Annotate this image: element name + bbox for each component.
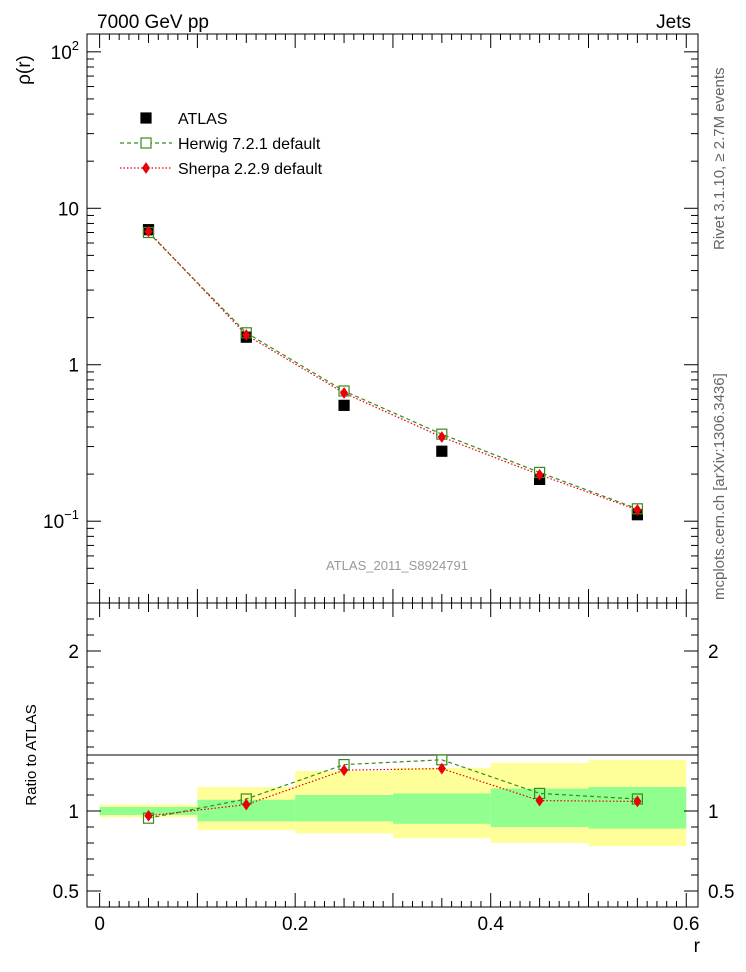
stat-uncertainty-band: [392, 793, 491, 824]
main-panel: 10−1 1 10 102 ρ(r) ATLAS_2011_S8924791 ATLA…: [14, 33, 699, 604]
atlas-point: [338, 399, 350, 411]
legend-marker-herwig: [140, 137, 152, 149]
legend-entry-herwig: Herwig 7.2.1 default: [120, 136, 321, 153]
ratio-panel: 0.5 0.5 1 1 2 2 0 0.2 0.4 0.6 Ratio to ATLAS r: [23, 602, 734, 957]
main-y-axis-label: ρ(r): [14, 55, 35, 85]
stat-uncertainty-band: [197, 799, 296, 822]
atlas-point: [436, 445, 448, 457]
x-axis-label: r: [694, 936, 701, 957]
stat-uncertainty-band: [295, 795, 393, 822]
sherpa-ratio-point: [633, 795, 642, 808]
series-line-sherpa: [148, 231, 638, 511]
series-line-herwig: [148, 759, 638, 819]
legend-entry-sherpa: Sherpa 2.2.9 default: [120, 161, 323, 178]
rivet-label: Rivet 3.1.10, ≥ 2.7M events: [711, 68, 728, 251]
x-tick-label: 0.6: [673, 914, 699, 935]
main-y-tick-label: 10−1: [43, 507, 79, 533]
x-tick-label: 0.2: [282, 914, 308, 935]
ratio-y-tick-label-right: 1: [708, 802, 719, 823]
legend: ATLAS Herwig 7.2.1 default Sherpa 2.2.9 de…: [120, 111, 323, 178]
ratio-y-tick-label: 1: [68, 802, 79, 823]
sherpa-point: [535, 468, 544, 481]
legend-label: Sherpa 2.2.9 default: [178, 161, 323, 178]
x-tick-label: 0.4: [478, 914, 505, 935]
sherpa-point: [144, 225, 153, 238]
ratio-y-tick-label-right: 0.5: [708, 882, 734, 903]
collision-label: 7000 GeV pp: [97, 12, 209, 33]
main-y-tick-label: 1: [68, 356, 79, 377]
ratio-marks: [142, 754, 643, 824]
sherpa-ratio-point: [437, 762, 446, 775]
sherpa-ratio-point: [535, 794, 544, 807]
sherpa-ratio-point: [339, 764, 349, 777]
analysis-id-label: ATLAS_2011_S8924791: [326, 558, 468, 573]
ratio-y-tick-label: 0.5: [53, 882, 79, 903]
sherpa-point: [633, 504, 642, 516]
legend-marker-sherpa: [141, 162, 151, 174]
stat-uncertainty-band: [490, 788, 589, 827]
sherpa-ratio-point: [242, 798, 251, 811]
ratio-bands: [99, 759, 687, 847]
ratio-y-axis-label: Ratio to ATLAS: [23, 704, 40, 805]
legend-label: Herwig 7.2.1 default: [178, 136, 321, 153]
main-axes: 10−1 1 10 102: [43, 34, 698, 604]
mcplots-label: mcplots.cern.ch [arXiv:1306.3436]: [711, 373, 728, 600]
stat-uncertainty-band: [588, 787, 687, 829]
sherpa-point: [339, 387, 349, 399]
ratio-y-tick-label-right: 2: [708, 642, 719, 663]
sherpa-point: [242, 329, 251, 341]
legend-entry-atlas: ATLAS: [140, 111, 228, 128]
process-label: Jets: [656, 12, 691, 33]
legend-label: ATLAS: [178, 111, 228, 128]
sherpa-point: [437, 431, 446, 443]
main-y-tick-label: 102: [51, 38, 79, 64]
main-marks: [142, 224, 643, 521]
legend-marker-atlas: [140, 112, 152, 124]
ratio-axes: 0.5 0.5 1 1 2 2 0 0.2 0.4 0.6: [53, 602, 734, 935]
main-y-tick-label: 10: [58, 199, 79, 220]
x-tick-label: 0: [94, 914, 105, 935]
series-line-herwig: [148, 232, 638, 510]
sherpa-ratio-point: [144, 809, 153, 822]
ratio-y-tick-label: 2: [68, 642, 79, 663]
